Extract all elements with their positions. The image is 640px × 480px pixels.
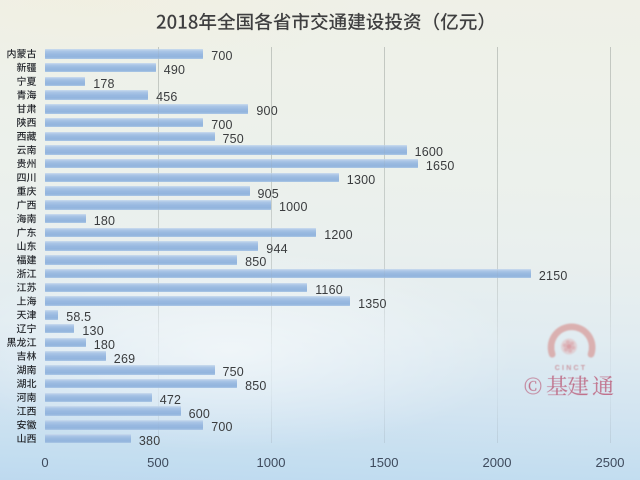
svg-text:CINCT: CINCT <box>555 365 587 372</box>
